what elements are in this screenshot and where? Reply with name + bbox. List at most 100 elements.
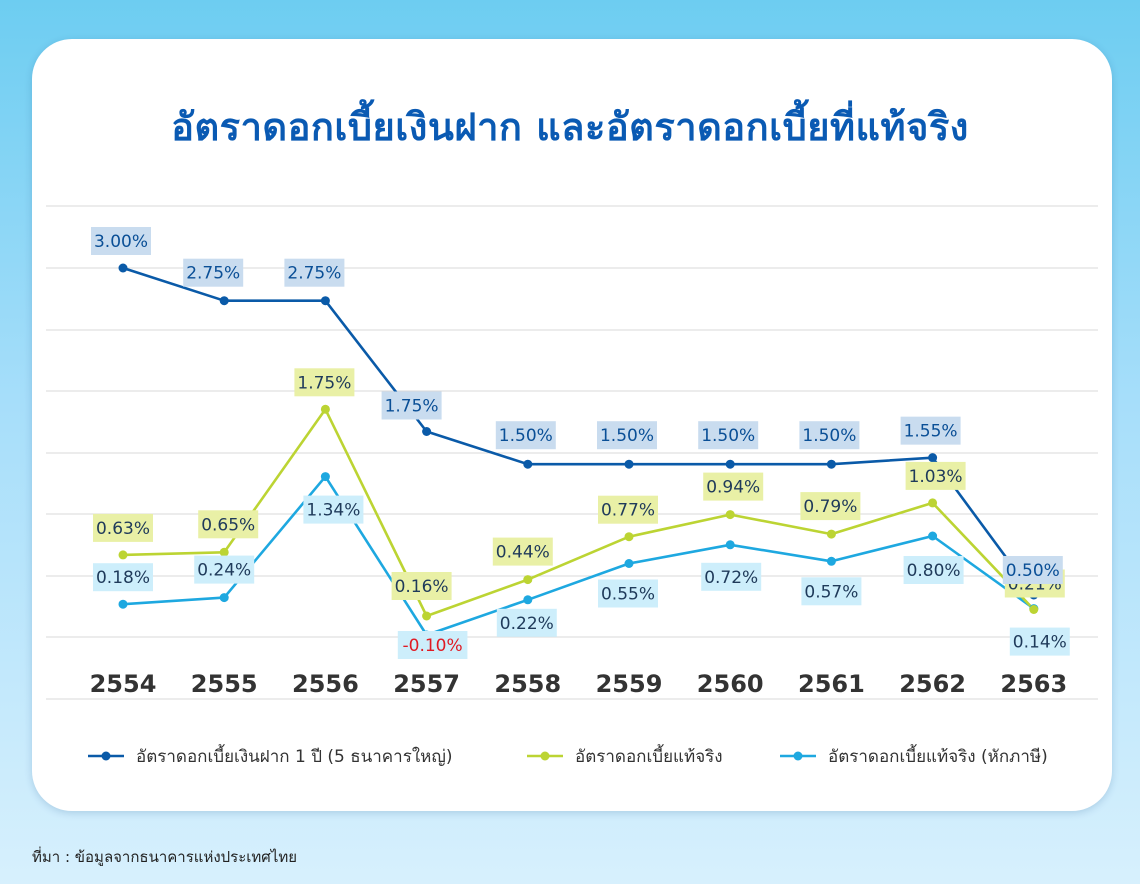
real_after_tax-point-2559 xyxy=(624,559,634,568)
real_after_tax-data-label: 0.72% xyxy=(704,568,758,588)
legend-label-real_after_tax: อัตราดอกเบี้ยแท้จริง (หักภาษี) xyxy=(828,744,1048,767)
deposit-data-label: 2.75% xyxy=(186,264,240,284)
x-tick-label: 2559 xyxy=(596,670,663,698)
real_after_tax-data-label: 0.24% xyxy=(197,561,251,581)
real-label-box xyxy=(800,492,861,521)
real_after_tax-data-label: 0.55% xyxy=(601,585,655,605)
real-data-label: 1.03% xyxy=(909,467,963,487)
deposit-data-label: 0.50% xyxy=(1006,561,1060,581)
real_after_tax-label-box xyxy=(397,631,468,659)
real-label-box xyxy=(93,513,153,542)
real_after_tax-point-2561 xyxy=(826,556,836,566)
real-data-label: 0.77% xyxy=(601,501,655,521)
legend-label-deposit: อัตราดอกเบี้ยเงินฝาก 1 ปี (5 ธนาคารใหญ่) xyxy=(136,744,452,767)
real_after_tax-label-box xyxy=(1009,627,1070,656)
real_after_tax-point-2560 xyxy=(725,540,735,550)
real_after_tax-point-2562 xyxy=(928,531,938,541)
real_after_tax-label-box xyxy=(194,555,255,584)
real-label-box xyxy=(198,510,259,539)
deposit-point-2562 xyxy=(928,453,938,463)
real-point-2556 xyxy=(320,404,330,414)
real-label-box xyxy=(905,461,966,490)
real-data-label: 0.44% xyxy=(496,543,550,563)
x-tick-label: 2562 xyxy=(899,670,966,698)
real-point-2563 xyxy=(1029,605,1039,614)
deposit-label-box xyxy=(1002,556,1063,584)
legend-label-real: อัตราดอกเบี้ยแท้จริง xyxy=(575,744,723,767)
deposit-label-box xyxy=(698,421,759,450)
x-tick-label: 2557 xyxy=(393,670,460,698)
real_after_tax-data-label: -0.10% xyxy=(403,636,463,656)
real_after_tax-label-box xyxy=(903,556,964,584)
source-note: ที่มา : ข้อมูลจากธนาคารแห่งประเทศไทย xyxy=(32,848,298,866)
deposit-label-box xyxy=(381,391,442,420)
deposit-label-box xyxy=(91,227,151,255)
real_after_tax-point-2555 xyxy=(219,593,229,603)
real_after_tax-data-label: 1.34% xyxy=(306,501,360,521)
real-point-2559 xyxy=(624,532,634,542)
real-label-box xyxy=(703,472,764,501)
deposit-point-2555 xyxy=(219,296,229,306)
real_after_tax-data-label: 0.14% xyxy=(1013,633,1067,653)
x-tick-label: 2560 xyxy=(697,670,764,698)
real-label-box xyxy=(294,368,355,397)
x-tick-label: 2555 xyxy=(191,670,258,698)
deposit-point-2556 xyxy=(320,296,330,306)
real_after_tax-series-line xyxy=(122,475,1035,637)
real-data-label: 1.75% xyxy=(297,373,351,393)
real-point-2560 xyxy=(725,510,735,520)
deposit-point-2554 xyxy=(118,263,128,273)
deposit-data-label: 1.50% xyxy=(701,426,755,446)
legend-marker-real xyxy=(540,751,550,761)
real-point-2558 xyxy=(523,575,533,585)
deposit-label-box xyxy=(495,421,556,450)
deposit-data-label: 1.55% xyxy=(904,422,958,442)
real-label-box xyxy=(598,495,658,524)
real-point-2562 xyxy=(928,498,938,508)
chart-title: อัตราดอกเบี้ยเงินฝาก และอัตราดอกเบี้ยที่… xyxy=(171,105,969,149)
deposit-label-box xyxy=(799,421,860,450)
deposit-data-label: 1.50% xyxy=(499,426,553,446)
deposit-label-box xyxy=(900,416,961,445)
deposit-data-label: 1.75% xyxy=(385,397,439,417)
real_after_tax-data-label: 0.57% xyxy=(804,582,858,602)
real_after_tax-label-box xyxy=(598,579,658,608)
real_after_tax-data-label: 0.80% xyxy=(907,561,961,581)
deposit-point-2561 xyxy=(826,459,836,469)
real_after_tax-label-box xyxy=(701,562,762,591)
deposit-point-2560 xyxy=(725,459,735,469)
deposit-data-label: 3.00% xyxy=(94,232,148,252)
real-label-box xyxy=(391,572,452,600)
real_after_tax-point-2554 xyxy=(118,599,128,609)
real_after_tax-label-box xyxy=(93,563,153,592)
x-tick-label: 2561 xyxy=(798,670,865,698)
deposit-data-label: 1.50% xyxy=(802,426,856,446)
real-data-label: 0.16% xyxy=(395,577,449,597)
legend-marker-deposit xyxy=(101,751,111,761)
real-series-line xyxy=(122,407,1035,618)
real_after_tax-data-label: 0.18% xyxy=(96,568,150,588)
real-data-label: 0.79% xyxy=(803,497,857,517)
real_after_tax-label-box xyxy=(801,577,862,606)
deposit-label-box xyxy=(284,258,345,287)
real_after_tax-point-2558 xyxy=(523,595,533,605)
x-tick-label: 2554 xyxy=(90,670,157,698)
x-tick-label: 2563 xyxy=(1000,670,1067,698)
deposit-label-box xyxy=(183,258,244,287)
real-point-2555 xyxy=(219,547,229,557)
real_after_tax-label-box xyxy=(496,608,557,637)
legend-marker-real_after_tax xyxy=(793,751,803,761)
real-data-label: 0.65% xyxy=(201,515,255,535)
deposit-data-label: 2.75% xyxy=(287,264,341,284)
real_after_tax-data-label: 0.22% xyxy=(500,614,554,634)
real-data-label: 0.63% xyxy=(96,519,150,539)
real-data-label: 0.94% xyxy=(706,478,760,498)
real_after_tax-point-2556 xyxy=(320,472,330,482)
deposit-point-2559 xyxy=(624,459,634,469)
deposit-point-2557 xyxy=(422,427,432,436)
real-label-box xyxy=(492,537,553,566)
real-point-2554 xyxy=(118,550,128,560)
x-tick-label: 2556 xyxy=(292,670,359,698)
real-point-2561 xyxy=(826,529,836,539)
